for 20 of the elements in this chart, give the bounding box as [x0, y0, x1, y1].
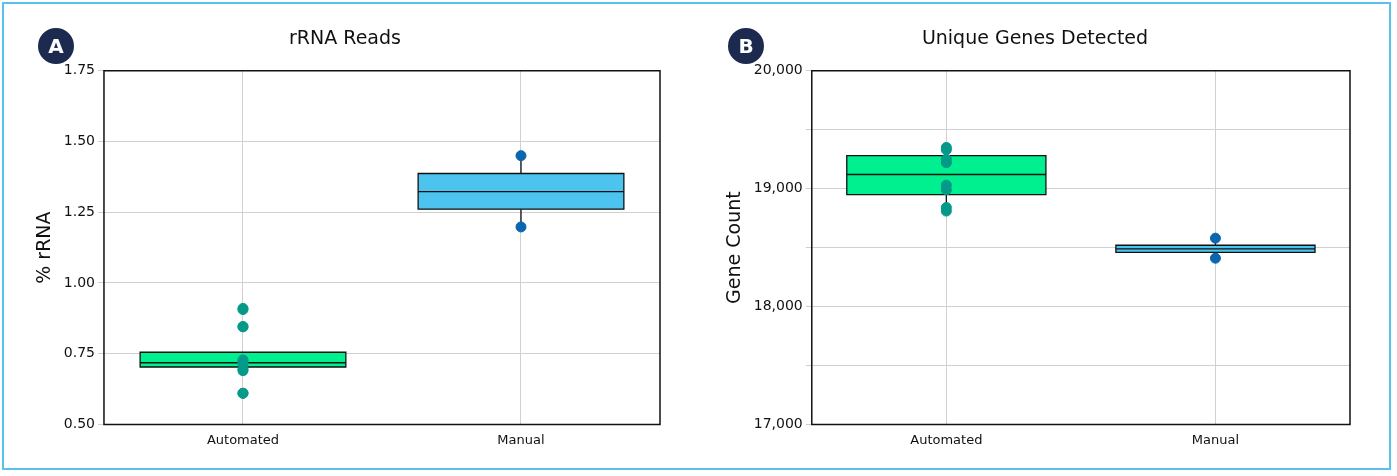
x-tick-label: Automated — [910, 431, 983, 447]
y-axis-title: Gene Count — [722, 191, 745, 304]
y-tick-label: 1.75 — [63, 61, 95, 78]
text: B — [738, 34, 754, 58]
y-tick-label: 19,000 — [753, 179, 803, 196]
y-tick-label: 17,000 — [753, 415, 803, 432]
y-tick-label: 1.25 — [63, 202, 95, 219]
chart-title: Unique Genes Detected — [921, 26, 1149, 49]
y-tick-label: 0.75 — [63, 344, 95, 361]
text: A — [48, 34, 64, 58]
y-axis-title: % rRNA — [32, 211, 55, 284]
y-tick-label: 1.50 — [63, 132, 95, 149]
y-tick-label: 18,000 — [753, 297, 803, 314]
y-tick-label: 0.50 — [63, 415, 95, 432]
chart-title: rRNA Reads — [289, 26, 401, 49]
y-tick-label: 20,000 — [753, 61, 803, 78]
x-tick-label: Automated — [206, 431, 280, 447]
y-tick-label: 1.00 — [63, 273, 95, 290]
x-tick-label: Manual — [497, 431, 545, 447]
x-tick-label: Manual — [1191, 431, 1240, 447]
